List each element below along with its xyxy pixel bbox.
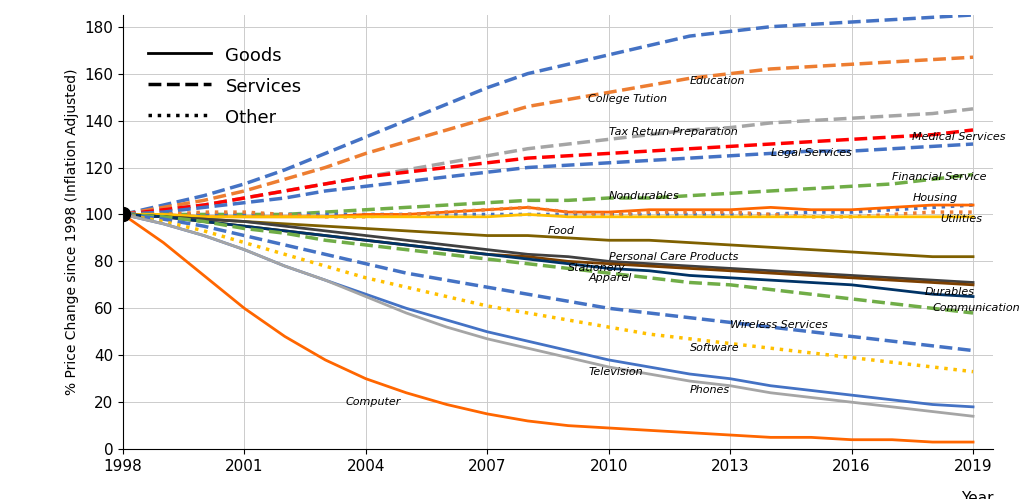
Text: Food: Food: [548, 226, 574, 236]
Text: Education: Education: [689, 76, 745, 86]
Text: Financial Service: Financial Service: [892, 172, 986, 182]
Text: Medical Services: Medical Services: [912, 132, 1006, 142]
Text: Nondurables: Nondurables: [608, 191, 679, 201]
Text: Communication: Communication: [933, 303, 1020, 313]
Text: Housing: Housing: [912, 193, 957, 203]
Text: Utilities: Utilities: [941, 214, 983, 224]
Text: Phones: Phones: [689, 385, 730, 395]
Legend: Goods, Services, Other: Goods, Services, Other: [140, 37, 309, 136]
Text: Stationery: Stationery: [568, 263, 626, 273]
Text: Wireless Services: Wireless Services: [730, 320, 827, 330]
Text: Apparel: Apparel: [589, 273, 632, 283]
Y-axis label: % Price Change since 1998 (Inflation Adjusted): % Price Change since 1998 (Inflation Adj…: [65, 69, 79, 395]
Text: Television: Television: [589, 367, 643, 377]
Text: Software: Software: [689, 343, 739, 353]
Text: Legal Services: Legal Services: [771, 148, 852, 158]
Text: College Tution: College Tution: [589, 94, 668, 104]
Text: Computer: Computer: [345, 397, 401, 407]
Text: Tax Return Preparation: Tax Return Preparation: [608, 127, 737, 137]
Text: Year: Year: [961, 492, 993, 499]
Text: Durables: Durables: [925, 287, 975, 297]
Text: Personal Care Products: Personal Care Products: [608, 251, 738, 261]
